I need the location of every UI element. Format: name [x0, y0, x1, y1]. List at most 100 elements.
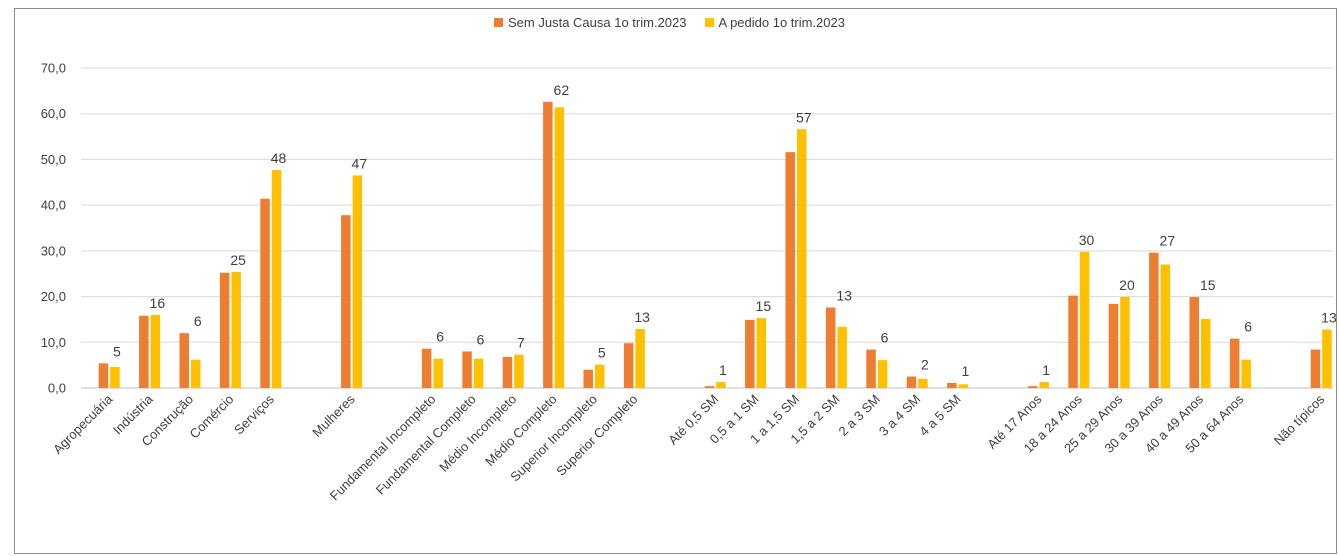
bar-series-1 [179, 333, 189, 388]
bar-series-1 [1310, 349, 1321, 388]
bar-series-1 [1108, 303, 1119, 388]
bar-series-2 [1079, 251, 1090, 388]
data-label: 25 [230, 252, 246, 268]
bar-series-2 [1039, 382, 1049, 388]
x-tick-label: Não típicos [1271, 391, 1328, 448]
x-tick-label: Médio Completo [482, 392, 560, 470]
bar-series-1 [583, 369, 593, 388]
bar-series-1 [745, 319, 755, 388]
bar-series-2 [756, 318, 767, 388]
data-label: 13 [1321, 309, 1337, 325]
data-label: 6 [881, 330, 889, 346]
y-tick-label: 50,0 [41, 152, 66, 167]
bar-series-1 [139, 315, 149, 388]
bar-series-1 [341, 215, 351, 388]
bar-series-1 [219, 272, 230, 388]
legend-swatch-series-1 [494, 18, 504, 27]
x-tick-label: Mulheres [309, 391, 358, 440]
bar-series-2 [1241, 359, 1251, 388]
bar-series-2 [1322, 329, 1332, 388]
y-tick-label: 40,0 [41, 198, 66, 213]
legend-swatch-series-2 [704, 18, 714, 27]
y-tick-label: 20,0 [41, 289, 66, 304]
bar-series-1 [866, 349, 876, 388]
bar-series-1 [1189, 297, 1199, 388]
legend: Sem Justa Causa 1o trim.2023 A pedido 1o… [0, 15, 1339, 30]
y-tick-label: 10,0 [41, 335, 66, 350]
data-label: 6 [1244, 319, 1252, 335]
x-tick-label: 2 a 3 SM [836, 392, 883, 439]
bar-series-1 [421, 348, 432, 388]
bar-series-2 [433, 358, 443, 388]
bar-series-2 [514, 354, 524, 388]
x-tick-label: Comércio [187, 392, 237, 442]
bar-series-2 [918, 378, 928, 388]
bar-series-1 [1068, 295, 1078, 388]
legend-label-series-2: A pedido 1o trim.2023 [718, 15, 845, 30]
bar-series-2 [110, 366, 120, 388]
bar-series-1 [543, 101, 553, 388]
bar-series-1 [1229, 338, 1240, 388]
data-label: 6 [194, 313, 202, 329]
bar-series-1 [1027, 386, 1038, 388]
data-label: 2 [921, 357, 929, 373]
bar-series-2 [554, 107, 565, 389]
data-label: 62 [554, 82, 570, 98]
bar-series-1 [98, 363, 109, 388]
x-tick-label: Agropecuária [50, 391, 116, 457]
legend-label-series-1: Sem Justa Causa 1o trim.2023 [508, 15, 687, 30]
bar-series-2 [958, 384, 969, 388]
y-tick-label: 60,0 [41, 106, 66, 121]
bar-series-1 [502, 356, 513, 388]
data-label: 15 [1200, 277, 1216, 293]
data-label: 30 [1079, 232, 1095, 248]
data-label: 48 [271, 150, 287, 166]
bar-series-1 [1149, 252, 1159, 388]
data-label: 15 [756, 298, 772, 314]
y-tick-label: 0,0 [48, 381, 66, 396]
bar-series-2 [1201, 318, 1211, 388]
bar-series-2 [473, 358, 484, 388]
data-label: 1 [1042, 362, 1050, 378]
data-label: 47 [352, 155, 368, 171]
data-label: 1 [719, 362, 727, 378]
bar-series-1 [623, 343, 634, 388]
data-label: 7 [517, 335, 525, 351]
x-tick-label: 3 a 4 SM [876, 392, 923, 439]
data-label: 27 [1160, 233, 1176, 249]
data-label: 1 [961, 363, 969, 379]
bar-series-1 [825, 307, 836, 388]
data-label: 5 [113, 343, 121, 359]
bar-series-2 [271, 169, 282, 388]
data-label: 13 [634, 309, 650, 325]
bar-series-2 [1120, 297, 1130, 388]
data-label: 5 [598, 345, 606, 361]
y-tick-label: 30,0 [41, 243, 66, 258]
x-tick-label: 4 a 5 SM [916, 392, 963, 439]
bar-series-2 [150, 314, 161, 388]
bar-series-2 [635, 329, 645, 388]
data-label: 6 [477, 331, 485, 347]
bar-series-2 [837, 326, 847, 388]
bar-series-2 [352, 175, 363, 388]
bar-series-2 [716, 382, 726, 388]
bar-series-2 [877, 360, 888, 388]
bar-series-1 [260, 198, 270, 388]
data-label: 20 [1119, 277, 1135, 293]
bar-series-1 [704, 386, 715, 388]
data-label: 6 [436, 329, 444, 345]
data-label: 16 [150, 295, 166, 311]
bar-series-1 [785, 152, 795, 388]
x-tick-label: Serviços [231, 391, 277, 437]
data-label: 57 [796, 109, 812, 125]
y-tick-label: 70,0 [41, 61, 66, 76]
data-label: 13 [836, 288, 852, 304]
bar-series-2 [595, 364, 605, 388]
legend-item-series-1: Sem Justa Causa 1o trim.2023 [494, 15, 687, 30]
bar-series-2 [231, 271, 241, 388]
bar-series-2 [797, 129, 807, 388]
legend-item-series-2: A pedido 1o trim.2023 [704, 15, 845, 30]
bar-series-1 [947, 382, 957, 388]
bar-series-2 [191, 359, 201, 388]
